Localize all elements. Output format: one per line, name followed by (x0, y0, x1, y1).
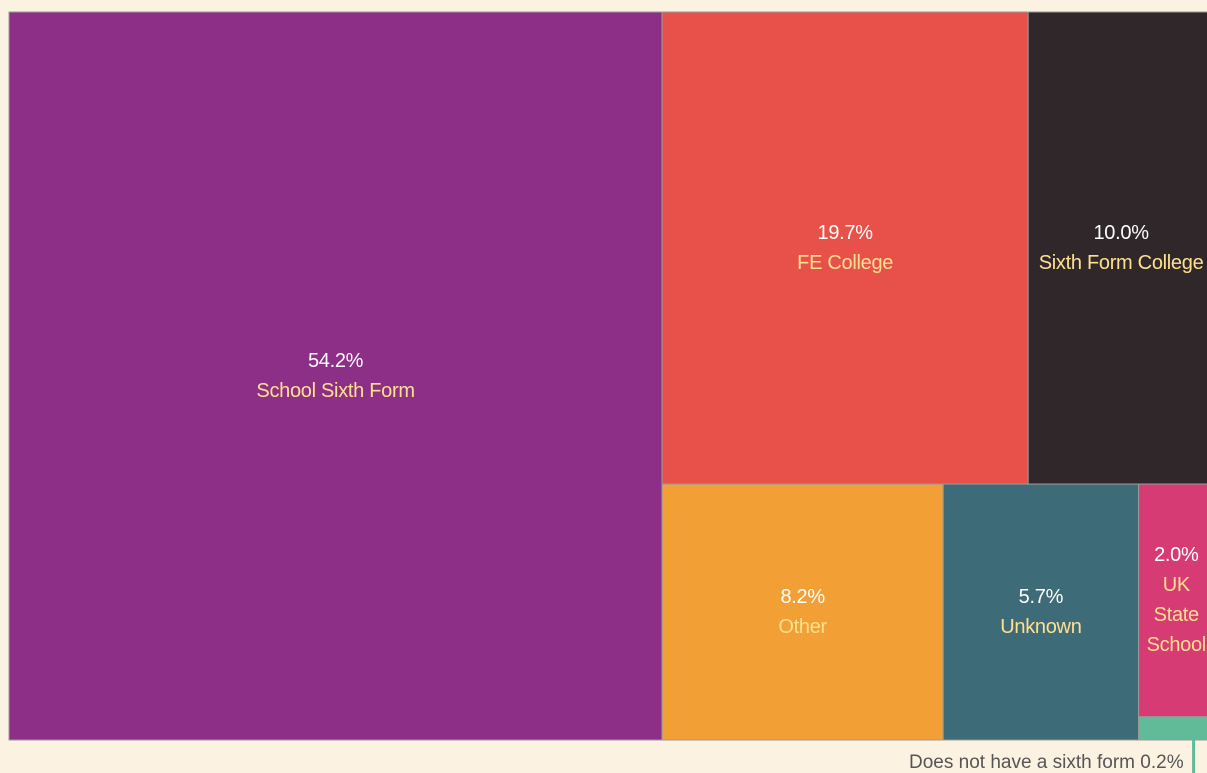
outside-value-label: 0.2% (1140, 752, 1184, 773)
cell-category-label: FE College (797, 252, 894, 275)
treemap-cell (661, 483, 944, 741)
treemap-cell (8, 11, 663, 741)
cell-value-label: 10.0% (1093, 222, 1149, 245)
outside-label: Does not have a sixth form 0.2% (909, 752, 1184, 773)
cell-label: 8.2% Other (662, 484, 943, 740)
cell-label: 19.7% FE College (662, 12, 1028, 484)
cell-value-label: 5.7% (1018, 586, 1064, 609)
treemap-cell (1138, 716, 1207, 741)
cell-label: 54.2% School Sixth Form (9, 12, 662, 740)
cell-category-label: School Sixth Form (256, 380, 415, 402)
cell-value-label: 19.7% (817, 222, 874, 245)
cell-value-label: 54.2% (307, 350, 364, 372)
cell-category-label: UK State School (1146, 574, 1207, 657)
cell-value-label: 2.0% (1154, 544, 1199, 567)
cell-value-label: 8.2% (780, 586, 825, 609)
treemap-cell (942, 483, 1140, 741)
cell-label: 5.7% Unknown (943, 484, 1138, 740)
treemap-cell (1138, 483, 1207, 718)
cell-category-label: Unknown (1000, 616, 1082, 639)
outside-category-label: Does not have a sixth form (909, 752, 1135, 773)
treemap-cell (661, 11, 1029, 485)
cell-category-label: Sixth Form College (1038, 252, 1204, 275)
cell-label: 2.0% UK State School (1139, 484, 1207, 717)
cell-label: 10.0% Sixth Form College (1028, 12, 1207, 484)
cell-category-label: Other (778, 616, 827, 639)
